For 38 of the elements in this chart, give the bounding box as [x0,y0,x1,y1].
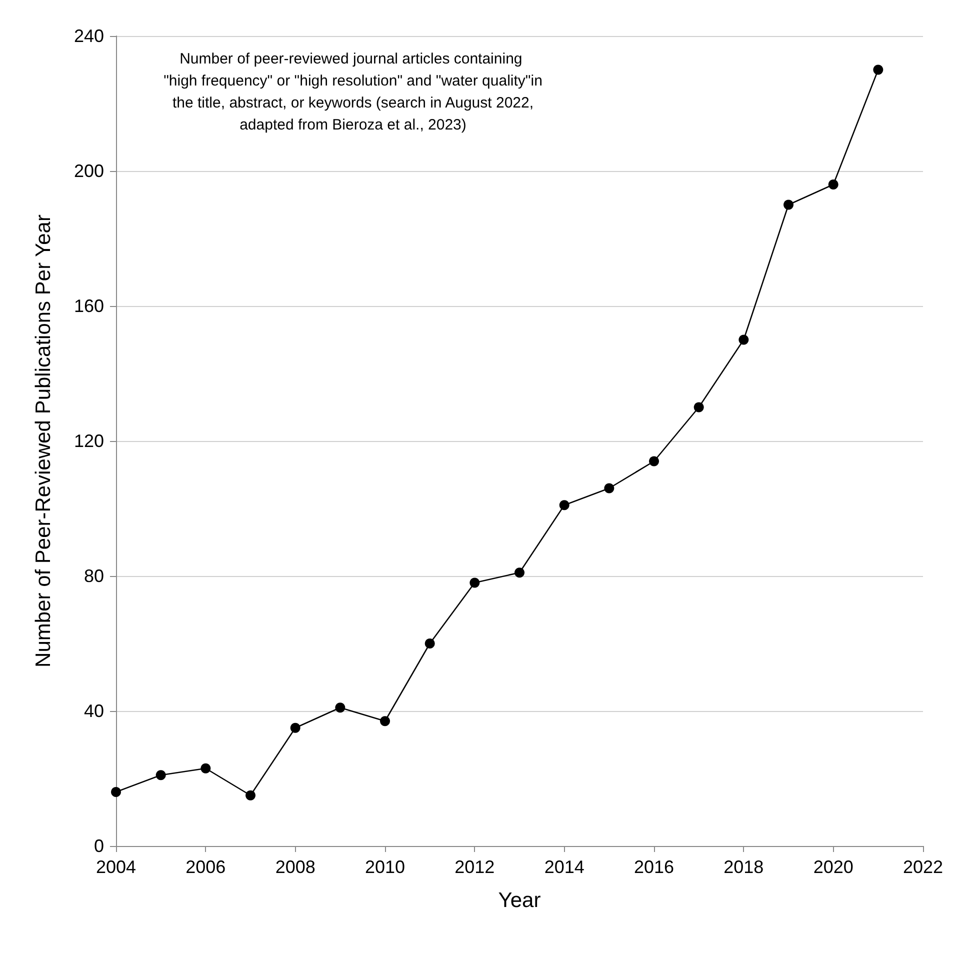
point [873,64,884,75]
point [604,483,614,494]
point [514,568,524,578]
x-tick-label: 2016 [634,857,674,877]
point [649,456,659,466]
x-tick-label: 2020 [813,857,854,877]
point [470,578,480,588]
point [738,334,749,345]
x-tick-label: 2004 [96,857,136,877]
point [200,763,211,774]
y-axis-title: Number of Peer-Reviewed Publications Per Year [32,214,55,668]
x-tick-label: 2018 [724,857,764,877]
x-tick-label: 2014 [544,857,584,877]
annotation: Number of peer-reviewed journal articles containing "high frequency" or "high resolution" and "water quality"in the title, abstract, or keywords (search in August 2022, adapted from Bieroza et al., 2023) [164,50,542,134]
y-tick-label: 80 [84,566,104,586]
point [694,402,704,412]
point [380,716,390,726]
x-axis-title: Year [498,889,541,912]
point [156,770,166,780]
y-tick-label: 200 [74,161,104,181]
point [784,200,794,210]
point [424,638,435,648]
point [111,787,121,797]
x-tick-label: 2012 [454,857,495,877]
x-tick-label: 2010 [364,857,406,877]
point [335,702,346,713]
x-tick-label: 2006 [186,857,226,877]
y-tick-label: 120 [74,431,104,451]
x-tick-label: 2008 [275,857,316,877]
point [559,500,570,510]
y-tick-label: 160 [74,296,104,316]
y-tick-label: 0 [94,836,104,856]
x-tick-label: 2022 [902,857,944,877]
y-tick-label: 40 [84,701,104,721]
y-tick-label: 240 [74,26,104,46]
point [828,180,838,190]
point [246,790,256,800]
point [290,722,300,733]
